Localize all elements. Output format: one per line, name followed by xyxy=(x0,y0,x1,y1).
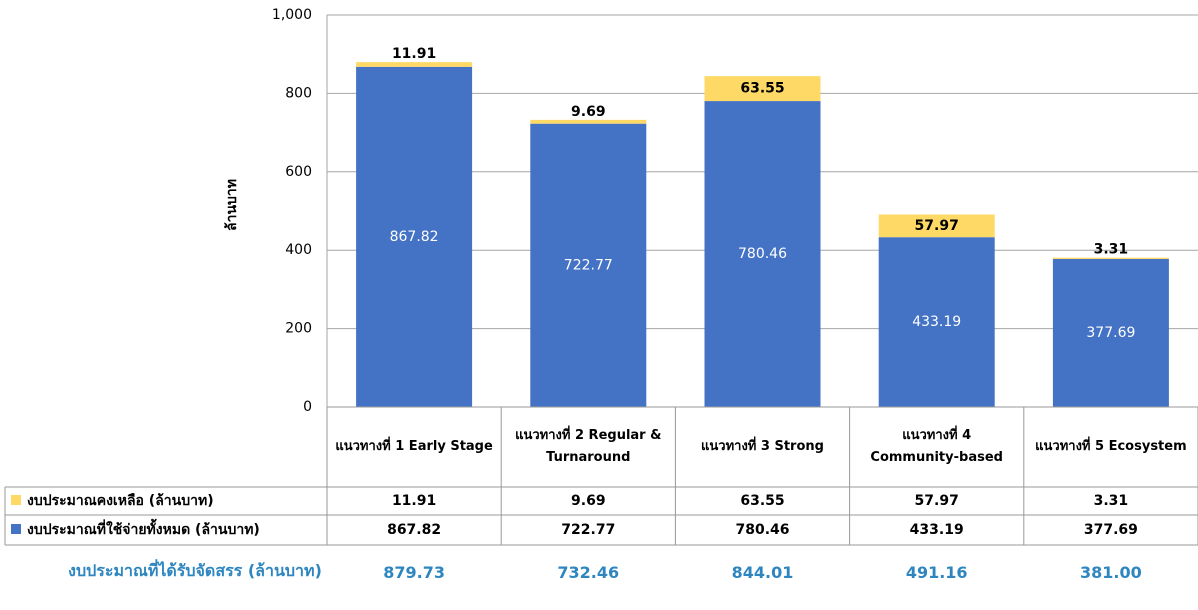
total-value: 491.16 xyxy=(905,563,968,582)
table-cell: 722.77 xyxy=(561,522,615,538)
table-cell: 11.91 xyxy=(392,493,436,509)
bar-segment xyxy=(356,62,473,67)
category-label: แนวทางที่ 1 Early Stage xyxy=(335,439,493,454)
category-label: แนวทางที่ 4 Community-based xyxy=(870,428,1003,465)
legend-swatch xyxy=(11,524,21,534)
y-tick-label: 400 xyxy=(285,242,312,258)
legend-label: งบประมาณที่ใช้จ่ายทั้งหมด (ล้านบาท) xyxy=(27,518,260,538)
table-cell: 780.46 xyxy=(735,522,789,538)
y-axis-label: ล้านบาท xyxy=(224,179,240,231)
category-label: แนวทางที่ 5 Ecosystem xyxy=(1035,439,1187,454)
category-label: แนวทางที่ 2 Regular & Turnaround xyxy=(515,428,662,465)
data-label: 9.69 xyxy=(571,104,606,120)
table-cell: 9.69 xyxy=(571,493,606,509)
bar-segment xyxy=(704,76,821,102)
y-tick-label: 1,000 xyxy=(272,7,312,23)
total-value: 879.73 xyxy=(383,563,445,582)
data-label: 63.55 xyxy=(740,81,784,97)
y-tick-label: 600 xyxy=(285,164,312,180)
bar-segment xyxy=(1052,258,1169,407)
data-label: 433.19 xyxy=(912,314,961,330)
data-label: 57.97 xyxy=(915,218,959,234)
total-value: 844.01 xyxy=(731,563,794,582)
y-tick-label: 800 xyxy=(285,85,312,101)
data-label: 780.46 xyxy=(738,246,787,262)
table-cell: 63.55 xyxy=(740,493,784,509)
legend-swatch xyxy=(11,495,21,505)
data-label: 867.82 xyxy=(390,229,439,245)
data-label: 3.31 xyxy=(1094,242,1129,258)
table-cell: 867.82 xyxy=(387,522,441,538)
category-label: แนวทางที่ 3 Strong xyxy=(701,439,824,454)
total-value: 381.00 xyxy=(1080,563,1142,582)
y-tick-label: 0 xyxy=(303,399,312,415)
bar-segment xyxy=(530,123,647,407)
table-cell: 377.69 xyxy=(1084,522,1138,538)
table-cell: 3.31 xyxy=(1094,493,1129,509)
table-cell: 57.97 xyxy=(915,493,959,509)
bar-segment xyxy=(704,101,821,407)
bar-segment xyxy=(530,119,647,124)
data-label: 377.69 xyxy=(1086,325,1135,341)
bar-segment xyxy=(1052,257,1169,259)
data-label: 11.91 xyxy=(392,46,436,62)
bar-segment xyxy=(878,214,995,238)
bar-segment xyxy=(878,237,995,407)
table-cell: 433.19 xyxy=(910,522,964,538)
bar-segment xyxy=(356,66,473,407)
data-label: 722.77 xyxy=(564,257,613,273)
total-label: งบประมาณที่ได้รับจัดสรร (ล้านบาท) xyxy=(68,561,322,580)
y-tick-label: 200 xyxy=(285,321,312,337)
total-value: 732.46 xyxy=(557,563,620,582)
legend-label: งบประมาณคงเหลือ (ล้านบาท) xyxy=(27,493,214,509)
